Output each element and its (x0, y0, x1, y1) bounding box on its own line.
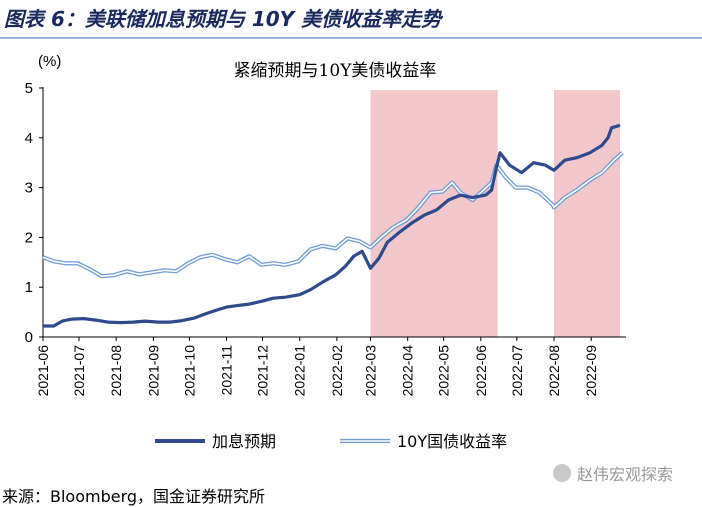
x-tick-label: 2022-05 (436, 345, 452, 397)
chart-title: 紧缩预期与10Y美债收益率 (234, 61, 437, 81)
x-tick-label: 2022-07 (509, 345, 525, 397)
watermark-text: 赵伟宏观探索 (577, 465, 674, 484)
source-note: 来源：Bloomberg，国金证券研究所 (2, 487, 266, 506)
x-tick-label: 2021-12 (255, 345, 271, 397)
x-tick-label: 2022-01 (292, 345, 308, 397)
y-tick-label: 1 (25, 279, 33, 296)
y-tick-label: 3 (25, 180, 33, 197)
y-tick-label: 2 (25, 229, 33, 246)
x-tick-label: 2021-10 (181, 345, 197, 397)
y-tick-label: 4 (25, 130, 33, 147)
chart: 0 1 2 3 4 5 2021-06 2021-07 2021-08 2021-09 2021-1… (25, 53, 626, 451)
series-line-10y-yield (42, 151, 624, 279)
y-tick-label: 0 (25, 329, 33, 346)
legend-label-yield: 10Y国债收益率 (397, 432, 507, 451)
figure-title: 图表 6：美联储加息预期与 10Y 美债收益率走势 (4, 7, 442, 31)
y-tick-label: 5 (25, 80, 33, 97)
watermark: 赵伟宏观探索 (553, 461, 673, 485)
x-tick-label: 2022-03 (362, 345, 378, 397)
x-tick-label: 2022-04 (400, 345, 416, 397)
axes: 0 1 2 3 4 5 2021-06 2021-07 2021-08 2021-09 2021-1… (25, 80, 626, 396)
unit-label: (%) (38, 53, 61, 70)
legend: 加息预期 10Y国债收益率 (155, 432, 507, 451)
x-tick-label: 2022-06 (473, 345, 489, 397)
x-tick-label: 2021-07 (71, 345, 87, 397)
series-lines (42, 123, 624, 328)
x-tick-label: 2021-06 (35, 345, 51, 397)
title-rule (0, 37, 702, 39)
shaded-period-2 (554, 90, 621, 337)
shaded-periods (370, 90, 621, 337)
series-line-hike-expectation (43, 123, 621, 328)
shaded-period-1 (370, 90, 498, 337)
x-tick-label: 2021-09 (145, 345, 161, 397)
wechat-icon (553, 464, 571, 482)
x-tick-label: 2021-11 (219, 345, 235, 396)
series-line-10y-yield-inner (42, 152, 623, 277)
x-tick-label: 2022-08 (546, 345, 562, 397)
x-tick-label: 2022-09 (583, 345, 599, 397)
x-tick-label: 2022-02 (329, 345, 345, 397)
x-tick-label: 2021-08 (108, 345, 124, 397)
legend-label-hike: 加息预期 (212, 432, 276, 451)
